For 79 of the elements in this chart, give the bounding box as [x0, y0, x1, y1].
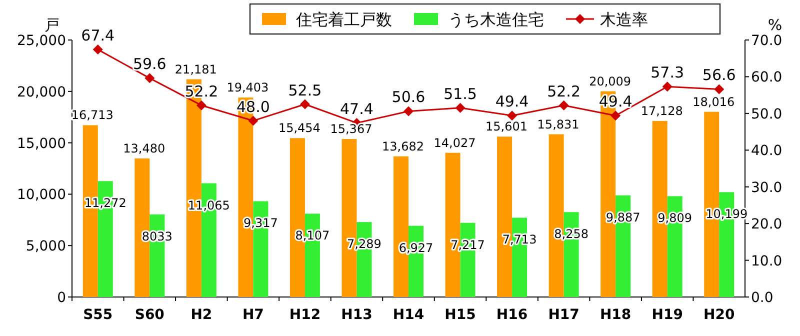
data-label: 15,601: [486, 120, 528, 134]
y-tick-label: 10,000: [17, 187, 66, 204]
y-axis-title: 戸: [44, 16, 60, 34]
y-tick-label: 20,000: [17, 84, 66, 100]
data-label: 50.6: [392, 88, 426, 106]
data-label: 13,480: [123, 141, 166, 156]
point: [714, 84, 724, 94]
x-tick-label: H13: [341, 307, 372, 323]
data-label: 7,217: [450, 238, 485, 252]
point: [248, 116, 258, 126]
point: [507, 110, 518, 121]
data-label: 57.3: [650, 64, 684, 82]
point: [455, 102, 466, 113]
data-label: 9,809: [658, 211, 692, 226]
y-tick-label: 0: [57, 290, 66, 306]
data-label: 52.2: [547, 82, 581, 100]
data-label: 10,199: [706, 207, 748, 222]
data-label: 15,454: [278, 121, 320, 136]
data-label: 6,927: [398, 240, 434, 255]
data-label: 16,713: [71, 108, 114, 122]
data-label: 67.4: [81, 26, 115, 45]
data-label: 7,289: [347, 237, 382, 252]
point: [92, 44, 103, 55]
point: [300, 99, 310, 110]
data-label: 51.5: [444, 84, 477, 103]
data-label: 8,107: [295, 228, 330, 243]
legend-label: うち木造住宅: [448, 10, 544, 29]
legend-label: 木造率: [600, 10, 648, 29]
point: [662, 82, 672, 92]
x-tick-label: H12: [289, 307, 321, 323]
y2-tick-label: 20.0: [751, 216, 782, 233]
data-label: 59.6: [132, 55, 166, 74]
data-label: 49.4: [495, 92, 529, 111]
y2-tick-label: 30.0: [751, 180, 782, 196]
data-label: 8,258: [554, 227, 588, 242]
legend-label: 住宅着工戸数: [295, 10, 392, 29]
data-label: 56.6: [702, 66, 736, 84]
data-label: 14,027: [434, 136, 476, 150]
data-label: 21,181: [174, 62, 217, 76]
point: [404, 106, 414, 116]
y-tick-label: 25,000: [17, 33, 66, 49]
y-tick-label: 5,000: [26, 238, 66, 255]
data-label: 7,713: [502, 232, 537, 247]
x-tick-label: H18: [600, 307, 632, 323]
data-label: 11,065: [188, 198, 230, 212]
data-label: 18,016: [692, 94, 735, 109]
y2-tick-label: 70.0: [751, 33, 782, 49]
x-tick-label: H7: [242, 307, 264, 323]
x-tick-label: H17: [548, 307, 580, 323]
y2-tick-label: 40.0: [751, 143, 782, 160]
point: [610, 110, 621, 121]
x-tick-label: H15: [444, 307, 476, 323]
x-tick-label: H19: [652, 307, 683, 323]
x-tick-label: H2: [190, 307, 212, 323]
point: [196, 100, 206, 110]
data-label: 17,128: [640, 104, 683, 118]
data-label: 13,682: [382, 139, 424, 154]
data-label: 20,009: [589, 74, 632, 88]
point: [144, 73, 155, 84]
y2-tick-label: 10.0: [751, 253, 782, 270]
data-label: 9,317: [244, 216, 278, 230]
data-label: 47.4: [340, 100, 374, 118]
y2-tick-label: 60.0: [751, 70, 782, 86]
y2-tick-label: 0.0: [751, 290, 774, 306]
data-label: 15,831: [537, 117, 580, 132]
y2-tick-label: 50.0: [751, 106, 782, 122]
point: [558, 100, 569, 110]
x-tick-label: H20: [704, 307, 735, 323]
data-label: 15,367: [330, 122, 372, 136]
data-label: 52.5: [288, 81, 322, 100]
y-tick-label: 15,000: [17, 136, 66, 152]
data-label: 11,272: [84, 196, 126, 210]
data-label: 19,403: [226, 80, 269, 95]
x-tick-label: H14: [392, 307, 424, 323]
x-tick-label: S55: [83, 307, 113, 323]
x-tick-label: S60: [134, 307, 165, 323]
y2-axis-title: %: [768, 16, 782, 34]
data-label: 9,887: [606, 210, 640, 224]
x-tick-label: H16: [496, 307, 528, 323]
